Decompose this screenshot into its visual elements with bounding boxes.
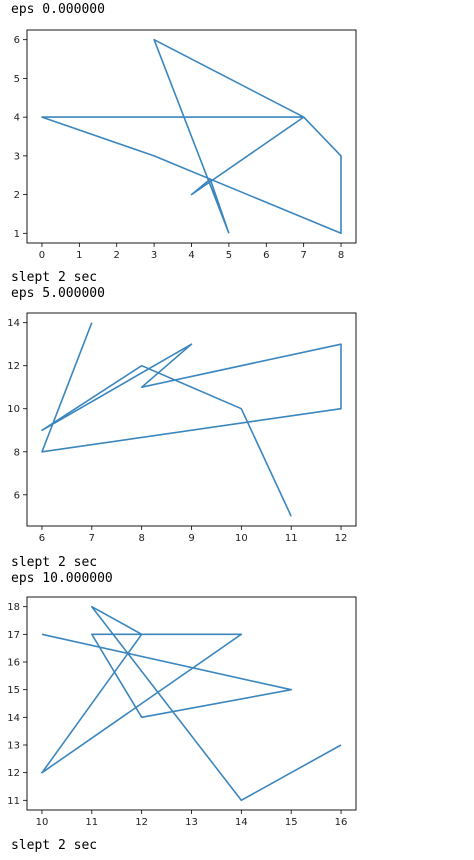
x-tick-label: 13 — [185, 817, 198, 828]
x-tick-label: 6 — [263, 250, 269, 261]
series-line — [41, 322, 342, 517]
y-tick-label: 15 — [7, 685, 20, 696]
line-chart: 6 7 8 9 10 11 12 6 8 10 12 14 — [7, 312, 357, 544]
x-tick-label: 15 — [285, 817, 298, 828]
x-tick-label: 8 — [338, 250, 344, 261]
line-chart: 10 11 12 13 14 15 16 11 12 13 14 15 16 17 18 — [7, 596, 357, 828]
x-tick-label: 9 — [188, 533, 194, 544]
slept-output-line: slept 2 sec — [11, 838, 98, 853]
x-tick-label: 0 — [39, 250, 45, 261]
y-tick-label: 12 — [7, 768, 20, 779]
x-tick-label: 12 — [135, 817, 148, 828]
y-tick-label: 4 — [14, 113, 20, 124]
eps-output-line: eps 0.000000 — [11, 2, 105, 17]
x-tick-label: 6 — [39, 533, 45, 544]
y-tick-label: 8 — [14, 447, 20, 458]
x-tick-label: 14 — [235, 817, 248, 828]
x-tick-label: 1 — [76, 250, 82, 261]
y-tick-label: 17 — [7, 630, 20, 641]
y-tick-label: 3 — [14, 151, 20, 162]
y-tick-label: 14 — [7, 318, 20, 329]
y-tick-label: 14 — [7, 713, 20, 724]
x-tick-label: 11 — [285, 533, 298, 544]
y-tick-label: 2 — [14, 190, 20, 201]
x-tick-label: 11 — [85, 817, 98, 828]
y-tick-label: 6 — [14, 490, 20, 501]
y-tick-label: 6 — [14, 35, 20, 46]
x-tick-label: 5 — [226, 250, 232, 261]
x-tick-label: 10 — [235, 533, 248, 544]
x-tick-label: 3 — [151, 250, 157, 261]
y-tick-label: 1 — [14, 229, 20, 240]
y-tick-label: 18 — [7, 602, 20, 613]
x-tick-label: 16 — [335, 817, 348, 828]
x-tick-label: 7 — [300, 250, 306, 261]
eps-output-line: eps 10.000000 — [11, 571, 113, 586]
y-tick-label: 11 — [7, 796, 20, 807]
x-tick-label: 10 — [36, 817, 49, 828]
x-tick-label: 4 — [188, 250, 194, 261]
series-line — [41, 605, 342, 802]
series-line — [41, 38, 342, 235]
x-tick-label: 7 — [89, 533, 95, 544]
y-tick-label: 16 — [7, 658, 20, 669]
plot-frame — [26, 596, 357, 811]
eps-output-line: eps 5.000000 — [11, 286, 105, 301]
y-tick-label: 12 — [7, 361, 20, 372]
line-chart: 0 1 2 3 4 5 6 7 8 1 2 3 4 5 6 — [14, 29, 357, 261]
x-tick-label: 12 — [335, 533, 348, 544]
y-tick-label: 10 — [7, 404, 20, 415]
y-tick-label: 5 — [14, 74, 20, 85]
slept-output-line: slept 2 sec — [11, 555, 98, 570]
slept-output-line: slept 2 sec — [11, 270, 98, 285]
x-tick-label: 8 — [138, 533, 144, 544]
x-tick-label: 2 — [114, 250, 120, 261]
y-tick-label: 13 — [7, 740, 20, 751]
